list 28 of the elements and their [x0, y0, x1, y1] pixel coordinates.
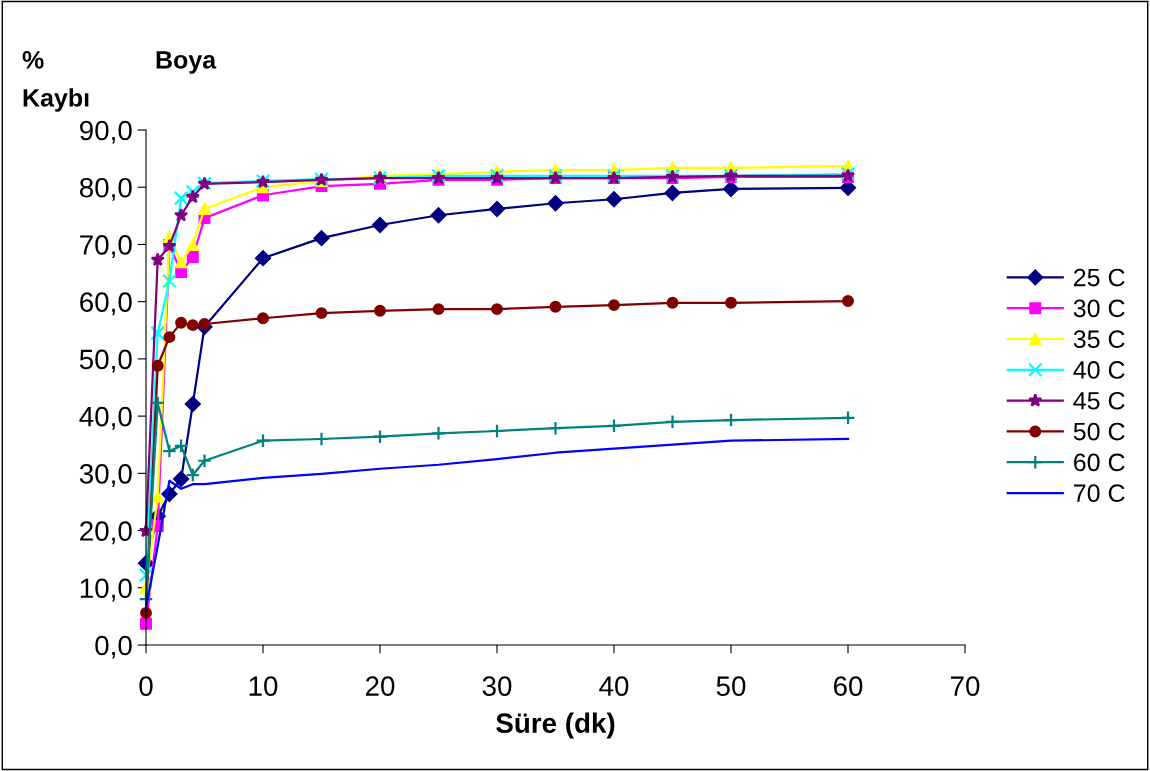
legend-label: 25 C [1074, 268, 1125, 287]
legend-label: 30 C [1073, 299, 1125, 318]
y-tick-label: 40,0 [79, 406, 132, 430]
y-tick-label: 60,0 [80, 292, 132, 316]
legend-label: 35 C [1073, 330, 1125, 348]
y-tick-label: 50,0 [79, 349, 132, 373]
text: % Boya Kaybı [22, 51, 217, 112]
x-tick-label: 20 [365, 676, 395, 696]
y-tick-label: 80,0 [79, 177, 132, 201]
y-tick-label: 10,0 [80, 578, 132, 602]
legend-label: 40 C [1073, 361, 1125, 379]
legend-label: 60 C [1074, 453, 1125, 472]
x-tick-label: 30 [482, 676, 512, 696]
x-tick-label: 10 [249, 676, 278, 696]
x-tick-label: 60 [833, 676, 863, 696]
y-tick-label: 30,0 [79, 464, 132, 487]
x-axis-title: Süre (dk) [496, 712, 615, 739]
legend-label: 50 C [1073, 422, 1125, 441]
y-tick-label: 70,0 [80, 235, 132, 259]
x-tick-label: 40 [599, 676, 629, 696]
legend-label: 70 C [1074, 484, 1125, 503]
x-tick-label: 0 [139, 676, 153, 696]
y-tick-label: 0,0 [95, 635, 132, 659]
x-tick-label: 70 [950, 676, 980, 696]
legend-label: 45 C [1073, 391, 1125, 410]
y-tick-label: 90,0 [80, 120, 132, 144]
x-tick-label: 50 [716, 676, 746, 696]
y-tick-label: 20,0 [80, 521, 132, 545]
